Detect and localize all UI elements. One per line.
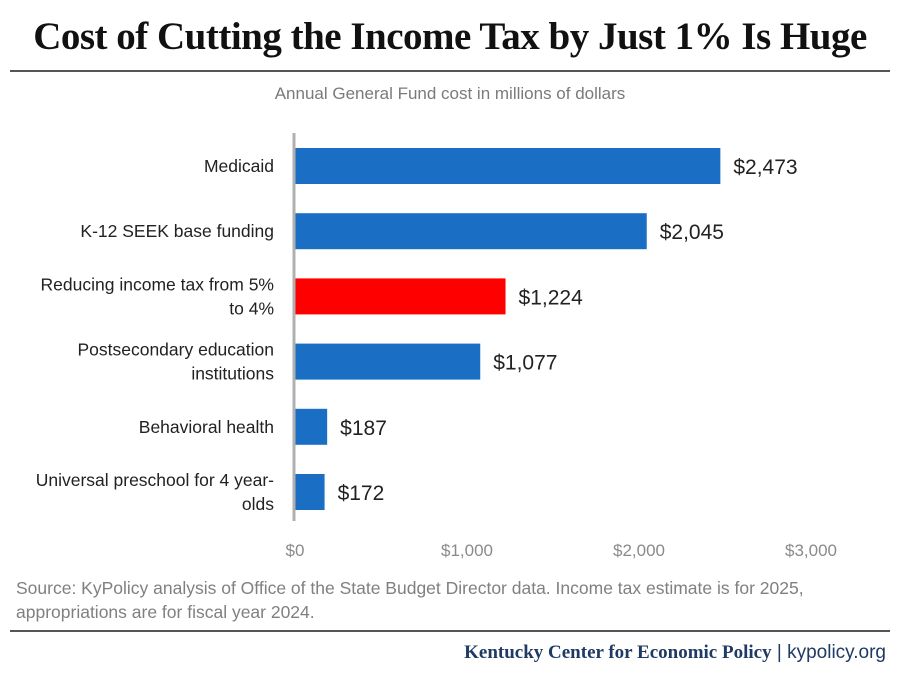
category-label-line: Universal preschool for 4 year- [36, 470, 274, 490]
bar [295, 213, 647, 250]
category-label: Postsecondary education institutions [77, 340, 274, 384]
bar-value-label: $172 [338, 482, 385, 505]
x-tick-label: $3,000 [785, 541, 837, 560]
category-label-line: Medicaid [204, 156, 274, 176]
bar [295, 148, 721, 184]
x-tick-label: $2,000 [613, 541, 665, 560]
footer-separator: | [776, 642, 782, 663]
bar-value-label: $2,473 [733, 156, 797, 179]
category-label-line: K-12 SEEK base funding [80, 221, 274, 241]
bar [295, 278, 506, 315]
category-label: Behavioral health [139, 417, 274, 437]
category-label: K-12 SEEK base funding [80, 221, 274, 241]
bar [295, 408, 328, 445]
chart-title: Cost of Cutting the Income Tax by Just 1… [33, 15, 867, 58]
footer-org-name: Kentucky Center for Economic Policy [464, 642, 772, 663]
bar-value-label: $187 [340, 417, 387, 440]
footer-site-link[interactable]: kypolicy.org [787, 642, 886, 663]
category-label-line: Postsecondary education [77, 340, 274, 360]
category-label: Universal preschool for 4 year-olds [36, 470, 275, 514]
category-label-line: Reducing income tax from 5% [41, 274, 274, 294]
category-label-line: olds [242, 494, 274, 514]
bar [295, 474, 325, 510]
category-label: Reducing income tax from 5% to 4% [41, 274, 274, 318]
source-note: Source: KyPolicy analysis of Office of t… [16, 578, 804, 622]
bar-value-label: $1,224 [519, 286, 584, 309]
category-label-line: institutions [191, 364, 274, 384]
category-label-line: Behavioral health [139, 417, 274, 437]
bar [295, 343, 481, 380]
x-tick-label: $0 [286, 541, 305, 560]
footer-divider [10, 630, 890, 632]
title-divider [10, 70, 890, 72]
bar-value-label: $1,077 [493, 352, 557, 375]
footer-credit: Kentucky Center for Economic Policy | ky… [464, 642, 886, 664]
x-tick-label: $1,000 [441, 541, 493, 560]
category-label: Medicaid [204, 156, 274, 176]
bar-value-label: $2,045 [660, 221, 724, 244]
category-label-line: to 4% [229, 298, 274, 318]
chart-subtitle: Annual General Fund cost in millions of … [274, 84, 626, 103]
